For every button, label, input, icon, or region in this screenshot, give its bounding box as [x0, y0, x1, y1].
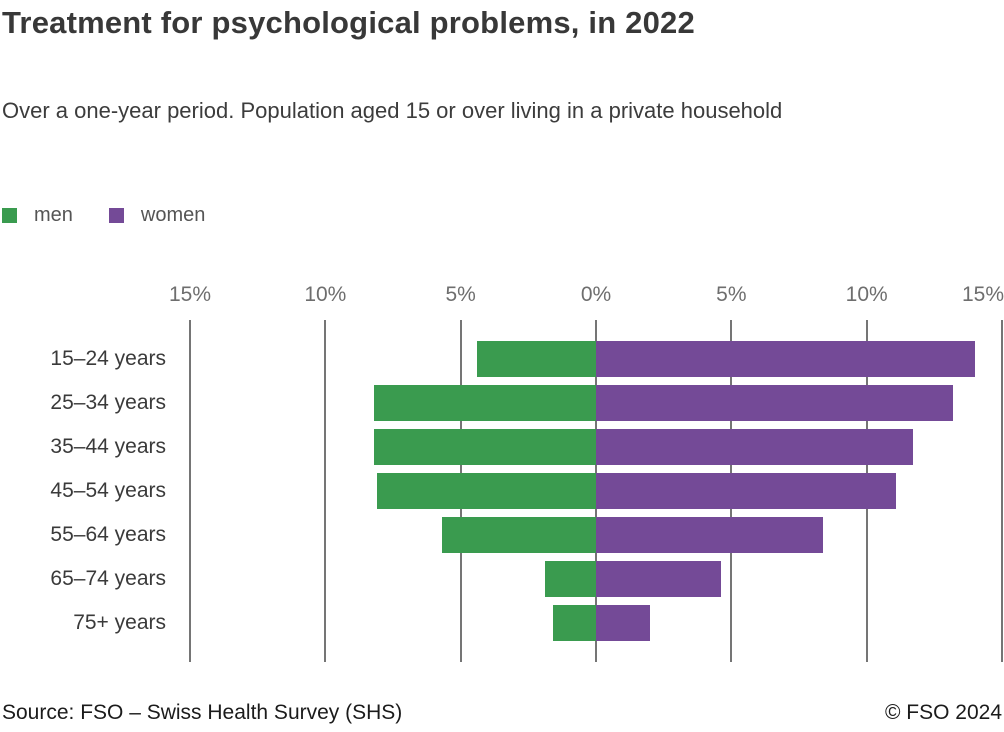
tick-label: 10% [304, 283, 347, 306]
age-label: 15–24 years [50, 347, 166, 370]
bar-men [441, 517, 596, 553]
bar-women [596, 605, 651, 641]
legend: men women [2, 204, 241, 227]
legend-item-women: women [108, 204, 206, 227]
chart-subtitle: Over a one-year period. Population aged … [2, 98, 783, 123]
bar-women [596, 341, 975, 377]
copyright-text: © FSO 2024 [884, 701, 1002, 724]
age-label: 75+ years [73, 611, 166, 634]
age-label: 45–54 years [50, 479, 166, 502]
age-label: 65–74 years [50, 567, 166, 590]
tick-label: 15% [961, 283, 1004, 306]
bar-men [374, 385, 596, 421]
page-title: Treatment for psychological problems, in… [2, 5, 695, 40]
legend-item-men: men [2, 204, 73, 227]
bar-women [596, 473, 897, 509]
bar-men [552, 605, 596, 641]
tick-label: 5% [716, 283, 747, 306]
men-color-swatch-icon [2, 208, 17, 223]
age-label: 55–64 years [50, 523, 166, 546]
bar-men [544, 561, 596, 597]
footer: Source: FSO – Swiss Health Survey (SHS) … [2, 701, 1002, 725]
legend-label-women: women [140, 204, 206, 226]
bar-men [476, 341, 596, 377]
bar-women [596, 385, 954, 421]
legend-label-men: men [34, 204, 73, 226]
gridline [1001, 320, 1003, 662]
tick-label: 5% [445, 283, 476, 306]
tick-label: 15% [168, 283, 211, 306]
bar-men [376, 473, 596, 509]
gridline [188, 320, 191, 662]
bar-women [596, 429, 913, 465]
age-label: 25–34 years [50, 391, 166, 414]
bar-women [596, 561, 721, 597]
age-label: 35–44 years [50, 435, 166, 458]
tick-label: 0% [580, 283, 612, 306]
bar-women [596, 517, 824, 553]
bar-men [374, 429, 596, 465]
women-color-swatch-icon [108, 208, 124, 223]
source-text: Source: FSO – Swiss Health Survey (SHS) [2, 701, 403, 724]
tick-label: 10% [845, 283, 888, 306]
gridline [324, 320, 327, 662]
